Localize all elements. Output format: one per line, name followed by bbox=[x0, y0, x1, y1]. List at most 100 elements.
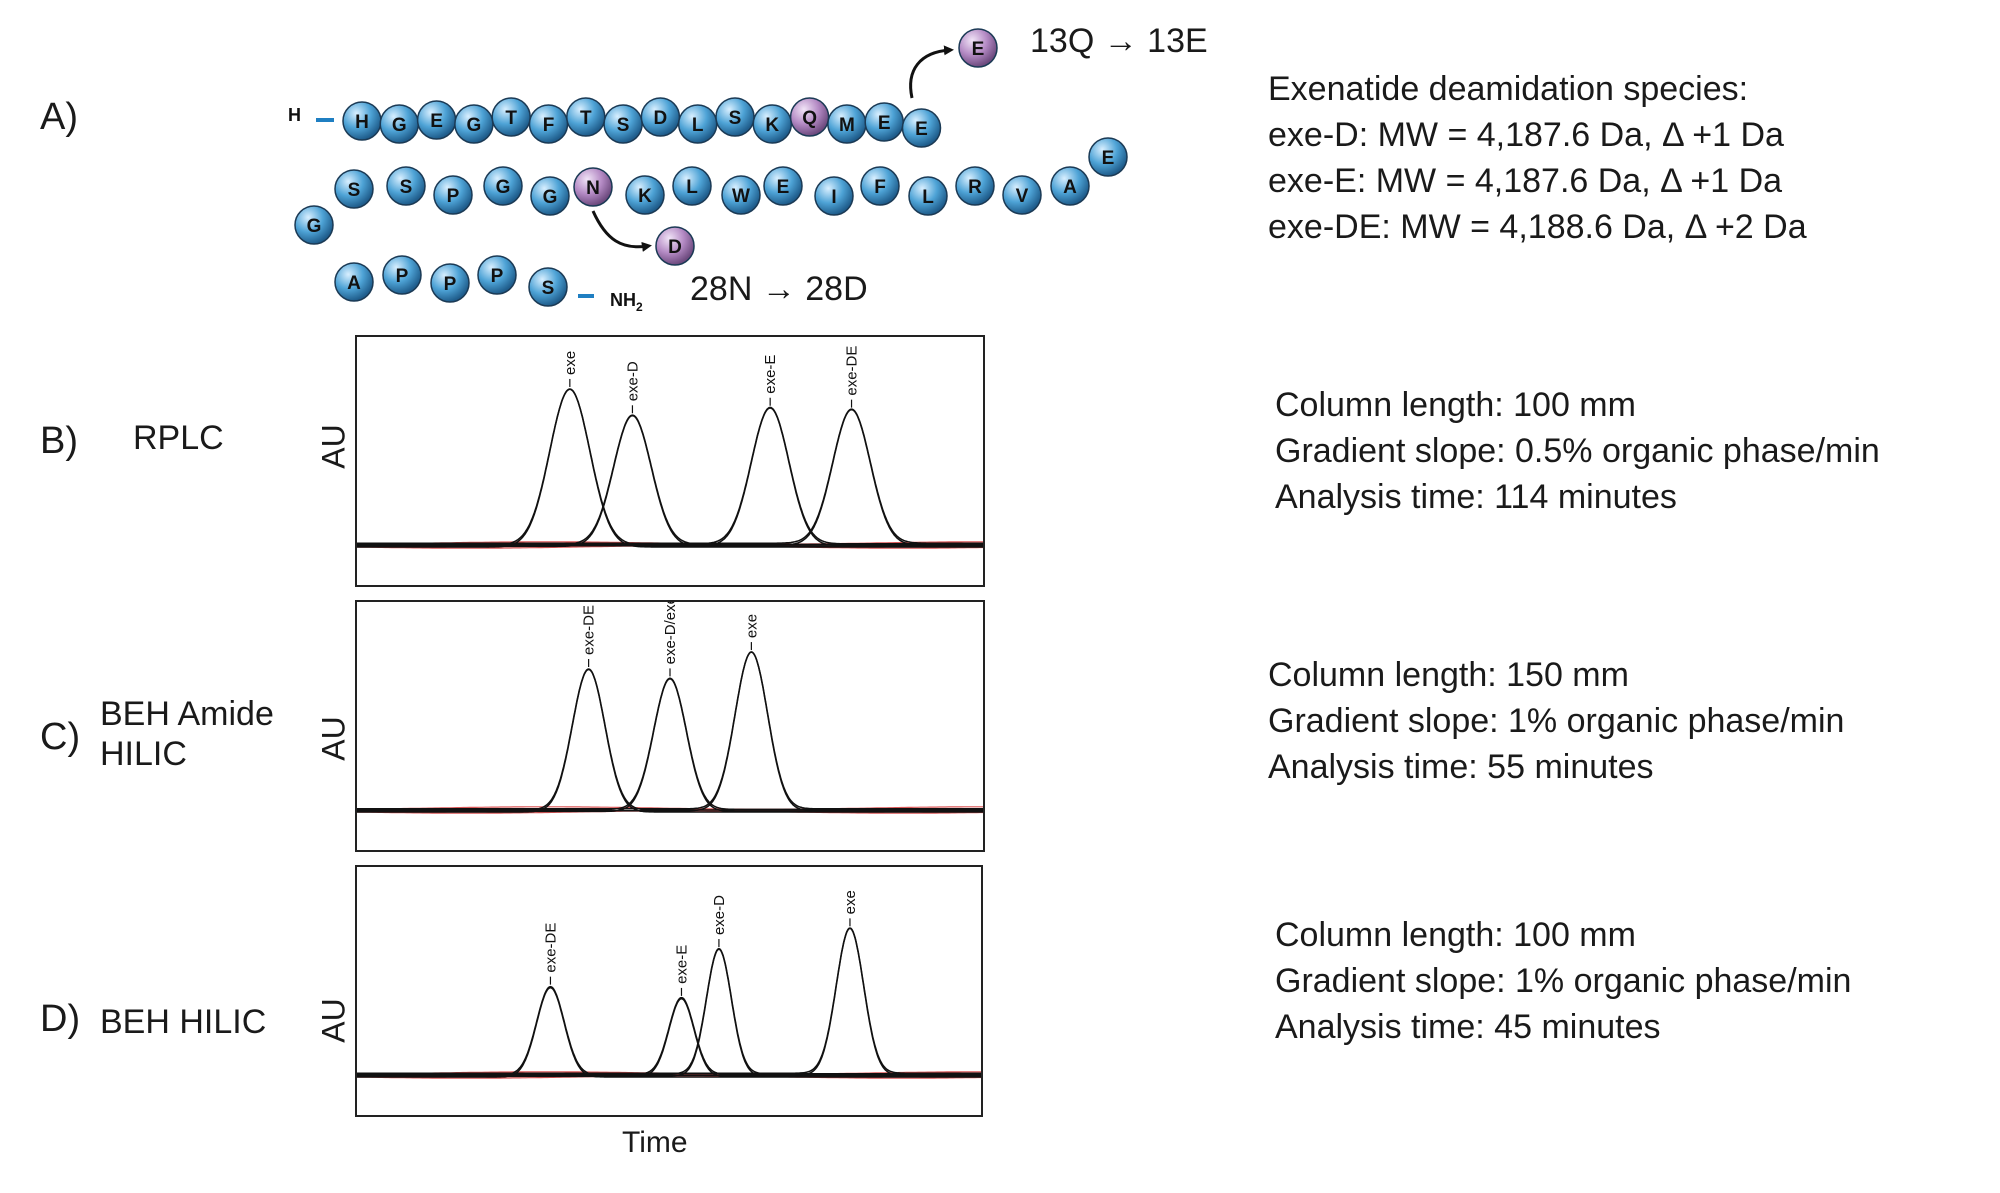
peak-trace-exe bbox=[357, 927, 981, 1074]
residue-row2-6: G bbox=[530, 176, 570, 216]
peak-trace-exe-D bbox=[357, 948, 981, 1077]
panel-d-gradient-slope: Gradient slope: 1% organic phase/min bbox=[1275, 962, 1852, 1000]
peak-label-exe-DE: exe-DE bbox=[581, 605, 598, 655]
species-block: Exenatide deamidation species: exe-D: MW… bbox=[1268, 66, 1807, 250]
panel-d-ylabel: AU bbox=[315, 998, 352, 1043]
peak-label-exe-E: exe-E bbox=[673, 945, 690, 984]
peak-trace-exe-D-exe-E bbox=[357, 678, 983, 813]
svg-text:T: T bbox=[505, 108, 517, 129]
species-line-exe-d: exe-D: MW = 4,187.6 Da, Δ +1 Da bbox=[1268, 116, 1784, 154]
peak-trace-exe-DE bbox=[357, 408, 983, 544]
panel-b-ylabel: AU bbox=[315, 424, 352, 469]
residue-row2-1: G bbox=[294, 205, 334, 245]
species-line-exe-de: exe-DE: MW = 4,188.6 Da, Δ +2 Da bbox=[1268, 208, 1807, 246]
svg-text:T: T bbox=[580, 108, 592, 129]
svg-text:W: W bbox=[732, 186, 750, 207]
x-axis-label: Time bbox=[622, 1126, 688, 1159]
svg-text:K: K bbox=[765, 115, 779, 136]
panel-d-chromatogram: exe-DE exe-E exe-D exe bbox=[355, 865, 983, 1117]
chromatogram-svg-1: exe-DE exe-D/exe-E exe bbox=[357, 602, 983, 814]
residue-4: G bbox=[454, 104, 494, 144]
residue-row2-17: A bbox=[1050, 166, 1090, 206]
panel-c-info: Column length: 150 mm Gradient slope: 1%… bbox=[1268, 652, 1844, 790]
residue-row3-4: P bbox=[477, 255, 517, 295]
panel-c-letter: C) bbox=[40, 716, 81, 758]
exenatide-sequence-diagram: H G E G T F T S D L S K Q M E E E G S S P G G N K L W E I F L R V A A P P P S H… bbox=[288, 28, 1128, 314]
panel-b-info: Column length: 100 mm Gradient slope: 0.… bbox=[1275, 382, 1880, 520]
svg-text:S: S bbox=[542, 278, 555, 299]
svg-text:E: E bbox=[915, 119, 928, 140]
residue-row2-16: V bbox=[1002, 175, 1042, 215]
svg-text:S: S bbox=[348, 180, 361, 201]
residue-row2-8: K bbox=[625, 175, 665, 215]
c-terminus-label: NH2 bbox=[610, 290, 643, 314]
svg-text:M: M bbox=[839, 115, 855, 136]
mod1-label: 13Q → 13E bbox=[1030, 22, 1208, 60]
residue-13: Q bbox=[789, 97, 830, 137]
residue-1: H bbox=[342, 101, 382, 141]
svg-text:P: P bbox=[447, 186, 460, 207]
peak-label-exe: exe bbox=[562, 351, 579, 375]
panel-b-method: RPLC bbox=[133, 419, 224, 457]
residue-row2-11: E bbox=[763, 166, 803, 206]
svg-text:L: L bbox=[922, 187, 934, 208]
svg-text:L: L bbox=[686, 177, 698, 198]
svg-text:V: V bbox=[1016, 186, 1029, 207]
residue-row2-10: W bbox=[721, 175, 761, 215]
peak-label-exe: exe bbox=[743, 614, 760, 638]
peak-trace-exe-DE bbox=[357, 668, 983, 813]
peak-trace-exe-DE bbox=[357, 986, 981, 1078]
mod2-arrow bbox=[591, 210, 652, 252]
panel-d-analysis-time: Analysis time: 45 minutes bbox=[1275, 1008, 1661, 1046]
panel-c-gradient-slope: Gradient slope: 1% organic phase/min bbox=[1268, 702, 1845, 740]
peak-label-exe-D: exe-D bbox=[624, 361, 641, 401]
svg-text:S: S bbox=[400, 177, 413, 198]
svg-text:P: P bbox=[491, 266, 504, 287]
peak-trace-exe bbox=[357, 388, 983, 546]
residue-11: S bbox=[715, 97, 755, 137]
mod1-arrow bbox=[909, 45, 954, 99]
peak-trace-exe-DE bbox=[357, 408, 983, 546]
peak-trace-exe bbox=[357, 651, 983, 812]
svg-text:R: R bbox=[968, 177, 982, 198]
svg-text:G: G bbox=[307, 216, 322, 237]
residue-row3-1: A bbox=[334, 262, 374, 302]
svg-text:E: E bbox=[1102, 148, 1115, 169]
svg-text:K: K bbox=[638, 186, 652, 207]
mod2-label: 28N → 28D bbox=[690, 270, 868, 308]
peak-label-exe: exe bbox=[842, 890, 859, 914]
svg-text:E: E bbox=[430, 111, 443, 132]
residue-2: G bbox=[379, 104, 420, 144]
svg-text:S: S bbox=[729, 108, 742, 129]
peak-trace-exe bbox=[357, 927, 981, 1076]
species-title: Exenatide deamidation species: bbox=[1268, 70, 1749, 108]
panel-c-method: BEH Amide HILIC bbox=[100, 694, 274, 774]
svg-text:D: D bbox=[654, 108, 668, 129]
panel-b-column-length: Column length: 100 mm bbox=[1275, 386, 1636, 424]
residue-row2-2: S bbox=[334, 169, 374, 209]
panel-c-method-line1: BEH Amide bbox=[100, 695, 274, 733]
peak-trace-exe bbox=[357, 651, 983, 810]
peak-label-exe-DE: exe-DE bbox=[542, 923, 559, 973]
svg-text:S: S bbox=[617, 115, 630, 136]
peak-label-exe-E: exe-E bbox=[762, 355, 779, 394]
svg-text:L: L bbox=[692, 115, 704, 136]
panel-c-analysis-time: Analysis time: 55 minutes bbox=[1268, 748, 1654, 786]
residue-row3-3: P bbox=[430, 263, 470, 303]
residue-row3-2: P bbox=[382, 255, 422, 295]
peak-trace-exe-E bbox=[357, 996, 981, 1076]
svg-text:P: P bbox=[444, 274, 457, 295]
n-terminus-label: H bbox=[288, 105, 301, 125]
residue-7: T bbox=[566, 97, 606, 137]
panel-d-letter: D) bbox=[40, 998, 81, 1040]
svg-text:F: F bbox=[543, 115, 555, 136]
residue-16: E bbox=[901, 108, 942, 148]
residue-12: K bbox=[752, 104, 793, 144]
panel-b-letter: B) bbox=[40, 420, 78, 462]
svg-text:Q: Q bbox=[802, 108, 817, 129]
panel-b-chromatogram: exe exe-D exe-E exe-DE bbox=[355, 335, 985, 587]
residue-row2-15: R bbox=[955, 166, 995, 206]
panel-b-analysis-time: Analysis time: 114 minutes bbox=[1275, 478, 1677, 516]
peak-label-exe-D: exe-D bbox=[711, 895, 728, 935]
panel-d-column-length: Column length: 100 mm bbox=[1275, 916, 1636, 954]
